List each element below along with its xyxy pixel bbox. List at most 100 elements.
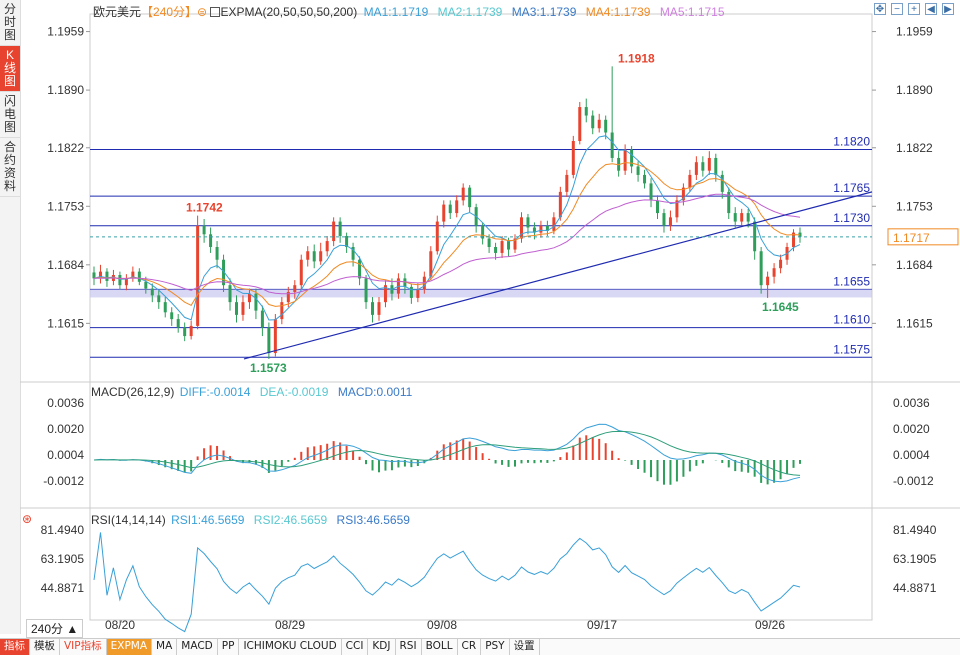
chart-frame: [89, 13, 873, 621]
price-tick-left: 1.1890: [47, 83, 84, 97]
candle-body: [377, 302, 381, 315]
side-tab-2[interactable]: 闪电图: [0, 92, 20, 138]
indicator-tab-11[interactable]: BOLL: [422, 639, 458, 655]
candle-body: [681, 187, 685, 201]
candle-body: [746, 213, 750, 222]
level-label: 1.1820: [833, 134, 870, 148]
candle-body: [487, 238, 491, 248]
indicator-tab-2[interactable]: VIP指标: [60, 639, 107, 655]
candle-body: [202, 225, 206, 235]
settings-icon[interactable]: ⊜: [197, 5, 208, 19]
ma5-value: MA5:1.1715: [659, 5, 725, 19]
candle-body: [260, 310, 264, 328]
indicator-tab-7[interactable]: ICHIMOKU CLOUD: [239, 639, 342, 655]
candle-body: [332, 221, 336, 242]
ema-long-line: [93, 193, 801, 295]
date-label: 09/08: [427, 618, 457, 632]
candle-body: [643, 174, 647, 184]
candle-body: [157, 295, 161, 303]
candle-body: [532, 227, 536, 233]
candle-body: [759, 251, 763, 286]
candle-body: [319, 251, 323, 262]
candle-body: [196, 225, 200, 326]
candle-body: [701, 162, 705, 171]
indicator-tab-13[interactable]: PSY: [481, 639, 510, 655]
date-label: 08/29: [275, 618, 305, 632]
last-price-label: 1.1717: [893, 231, 930, 245]
indicator-tab-6[interactable]: PP: [218, 639, 240, 655]
rsi-tick-left: 63.1905: [41, 552, 85, 566]
indicator-tab-14[interactable]: 设置: [510, 639, 540, 655]
candle-body: [364, 278, 368, 303]
date-label: 09/17: [587, 618, 617, 632]
left-peak-annotation: 1.1742: [186, 201, 223, 215]
rsi-tick-left: 44.8871: [41, 581, 85, 595]
candle-body: [500, 241, 504, 253]
candle-body: [507, 241, 511, 250]
candle-body: [571, 140, 575, 175]
indicator-tab-5[interactable]: MACD: [177, 639, 218, 655]
candle-body: [694, 162, 698, 175]
candle-body: [338, 221, 342, 236]
candle-body: [189, 325, 193, 337]
indicator-tab-3[interactable]: EXPMA: [106, 639, 153, 655]
rsi-tick-right: 44.8871: [893, 581, 937, 595]
macd-name: MACD(26,12,9): [91, 385, 175, 399]
macd-tick-left: 0.0036: [47, 396, 84, 410]
macd-header: MACD(26,12,9) DIFF:-0.0014 DEA:-0.0019 M…: [91, 385, 412, 399]
indicator-tab-9[interactable]: KDJ: [368, 639, 396, 655]
candle-body: [105, 271, 109, 281]
rsi-tick-left: 81.4940: [41, 523, 85, 537]
price-tick-right: 1.1959: [896, 25, 933, 39]
candle-body: [170, 312, 174, 320]
candle-body: [584, 107, 588, 116]
side-tab-0[interactable]: 分时图: [0, 0, 20, 46]
indicator-tab-4[interactable]: MA: [152, 639, 178, 655]
expand-icon[interactable]: [210, 7, 221, 17]
level-label: 1.1610: [833, 313, 870, 327]
indicator-tab-12[interactable]: CR: [458, 639, 482, 655]
candle-body: [403, 278, 407, 287]
indicator-tab-8[interactable]: CCI: [342, 639, 369, 655]
ema-slow-line: [93, 162, 801, 307]
period-selector[interactable]: 240分 ▲: [26, 619, 84, 638]
side-tab-3[interactable]: 合约资料: [0, 138, 20, 197]
zoom-out-icon[interactable]: −: [891, 3, 903, 15]
level-label: 1.1655: [833, 274, 870, 288]
candle-body: [176, 319, 180, 328]
indicator-tab-1[interactable]: 模板: [30, 639, 60, 655]
candle-body: [753, 221, 757, 252]
scroll-right-icon[interactable]: ▶: [942, 3, 954, 15]
ma1-value: MA1:1.1719: [363, 5, 429, 19]
candle-body: [234, 302, 238, 315]
rsi-tick-right: 81.4940: [893, 523, 937, 537]
rsi2-value: RSI2:46.5659: [253, 513, 328, 527]
rsi-target-icon[interactable]: ⊛: [22, 512, 33, 526]
recent-low-annotation: 1.1645: [762, 300, 799, 314]
candle-body: [740, 213, 744, 222]
scroll-left-icon[interactable]: ◀: [925, 3, 937, 15]
candle-body: [448, 204, 452, 214]
candle-body: [442, 204, 446, 222]
candle-body: [766, 276, 770, 286]
level-label: 1.1730: [833, 211, 870, 225]
candle-body: [241, 302, 245, 315]
rsi1-value: RSI1:46.5659: [171, 513, 245, 527]
candle-body: [668, 217, 672, 226]
indicator-tab-0[interactable]: 指标: [0, 639, 30, 655]
price-tick-right: 1.1890: [896, 83, 933, 97]
candle-body: [306, 251, 310, 260]
candle-body: [779, 259, 783, 269]
indicator-tab-10[interactable]: RSI: [396, 639, 422, 655]
symbol-title: 欧元美元: [93, 5, 142, 19]
zoom-in-icon[interactable]: +: [908, 3, 920, 15]
indicator-name: EXPMA(20,50,50,50,200): [220, 5, 358, 19]
candle-body: [565, 174, 569, 192]
candle-body: [513, 238, 517, 250]
rsi3-value: RSI3:46.5659: [336, 513, 410, 527]
candle-body: [656, 200, 660, 214]
chart-canvas[interactable]: 1.1959 1.1959 1.1890 1.1890 1.1822 1.1822 1.17…: [0, 0, 960, 634]
crosshair-icon[interactable]: ✥: [874, 3, 886, 15]
candle-body: [714, 157, 718, 175]
